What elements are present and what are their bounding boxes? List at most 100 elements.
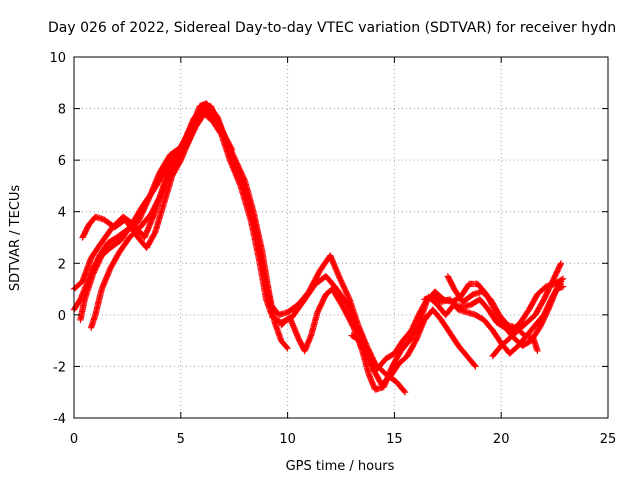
data-point xyxy=(408,310,423,334)
data-point xyxy=(314,292,329,316)
data-point xyxy=(286,314,301,341)
x-axis-label: GPS time / hours xyxy=(286,459,395,474)
data-point xyxy=(301,333,314,355)
data-point xyxy=(284,302,301,316)
y-axis-label: SDTVAR / TECUs xyxy=(8,185,23,292)
x-tick-label: 0 xyxy=(70,432,78,447)
data-point xyxy=(226,156,244,188)
data-point xyxy=(92,287,105,319)
data-point xyxy=(137,212,154,231)
series-trace-8 xyxy=(421,278,565,357)
series-trace-2 xyxy=(70,110,479,388)
data-point xyxy=(87,312,99,331)
data-point xyxy=(98,266,113,293)
data-point xyxy=(530,334,541,353)
data-point xyxy=(218,126,235,152)
data-point xyxy=(359,347,372,377)
data-point xyxy=(478,288,493,302)
data-layer xyxy=(70,100,567,396)
x-tick-label: 10 xyxy=(279,432,296,447)
data-point xyxy=(534,284,549,298)
plot-frame xyxy=(73,56,609,419)
data-point xyxy=(557,278,565,285)
chart-title: Day 026 of 2022, Sidereal Day-to-day VTE… xyxy=(48,20,616,36)
data-point xyxy=(107,237,124,251)
x-tick-label: 25 xyxy=(600,432,617,447)
ticks: 0 5 10 15 20 25 -4 -2 0 2 4 6 8 10 xyxy=(49,51,616,447)
y-tick-label: 0 xyxy=(58,309,66,324)
data-point xyxy=(77,281,90,303)
data-point xyxy=(105,234,119,246)
data-point xyxy=(549,279,564,300)
data-point xyxy=(158,165,175,197)
data-point xyxy=(476,296,491,312)
data-point xyxy=(333,285,350,307)
y-tick-label: 4 xyxy=(58,206,66,221)
data-point xyxy=(235,167,252,204)
data-point xyxy=(557,260,565,267)
data-point xyxy=(147,191,165,218)
data-point xyxy=(397,338,412,355)
data-point xyxy=(90,253,105,277)
data-point xyxy=(81,271,96,303)
data-point xyxy=(517,307,532,326)
data-point xyxy=(228,146,236,154)
data-point xyxy=(327,252,342,279)
data-point xyxy=(100,216,117,230)
data-point xyxy=(463,352,478,369)
data-point xyxy=(107,250,122,272)
data-point xyxy=(126,224,143,241)
data-point xyxy=(278,337,290,351)
data-point xyxy=(540,279,556,303)
data-point xyxy=(295,289,312,308)
data-point xyxy=(401,389,409,396)
data-point xyxy=(382,351,397,362)
data-point xyxy=(534,347,541,355)
data-point xyxy=(472,363,479,370)
data-point xyxy=(307,310,321,339)
data-point xyxy=(169,147,186,172)
data-point xyxy=(79,222,92,241)
data-point xyxy=(495,311,510,328)
x-tick-label: 15 xyxy=(386,432,403,447)
x-tick-label: 20 xyxy=(493,432,510,447)
data-point xyxy=(139,188,156,210)
data-point xyxy=(209,115,224,132)
data-point xyxy=(489,343,504,360)
data-point xyxy=(79,256,94,285)
data-point xyxy=(395,353,410,368)
data-point xyxy=(267,301,282,318)
data-point xyxy=(246,198,261,240)
data-point xyxy=(549,261,564,285)
data-point xyxy=(365,371,378,392)
data-point xyxy=(374,356,389,373)
data-point xyxy=(513,324,527,338)
data-point xyxy=(141,209,158,241)
data-point xyxy=(480,316,496,333)
data-point xyxy=(254,234,268,279)
data-point xyxy=(399,328,414,344)
data-point xyxy=(489,327,504,346)
data-point xyxy=(485,306,500,325)
data-point xyxy=(188,114,201,135)
series-trace-10 xyxy=(444,273,541,355)
data-point xyxy=(389,348,404,370)
data-point xyxy=(391,338,406,357)
data-point xyxy=(446,296,461,312)
x-tick-label: 5 xyxy=(177,432,185,447)
data-point xyxy=(487,296,502,317)
data-point xyxy=(525,292,541,313)
data-point xyxy=(455,342,470,359)
data-point xyxy=(540,294,556,319)
y-tick-label: -4 xyxy=(53,412,66,427)
y-tick-label: 8 xyxy=(58,103,66,118)
data-point xyxy=(393,378,408,395)
data-point xyxy=(348,332,363,344)
data-point xyxy=(532,312,547,329)
data-point xyxy=(498,335,512,349)
y-tick-label: 2 xyxy=(58,257,66,272)
data-point xyxy=(160,173,176,208)
data-point xyxy=(322,273,340,292)
data-point xyxy=(87,243,103,262)
data-point xyxy=(444,273,457,292)
